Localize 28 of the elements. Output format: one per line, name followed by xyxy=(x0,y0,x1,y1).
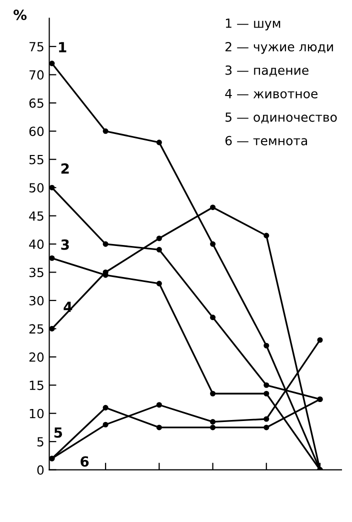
y-tick-label: 25 xyxy=(29,324,44,334)
y-tick-label: 65 xyxy=(29,98,44,108)
series-label: 3 xyxy=(61,239,69,250)
y-tick-label: 30 xyxy=(29,296,44,306)
y-tick-label: 0 xyxy=(37,465,44,475)
y-axis-title: % xyxy=(14,10,27,20)
y-tick-label: 60 xyxy=(29,126,44,136)
y-tick-label: 70 xyxy=(30,70,44,80)
annotation: 1 — шум xyxy=(226,18,280,30)
series-label: 2 xyxy=(61,163,69,174)
y-tick-label: 35 xyxy=(29,268,44,278)
annotation: 4 — животное xyxy=(225,89,318,98)
annotation: 3 — падение xyxy=(226,65,308,76)
y-tick-label: 40 xyxy=(29,240,44,249)
legend-label: 6 xyxy=(80,456,89,467)
y-tick-label: 75 xyxy=(30,42,44,52)
annotation: 2 — чужие люди xyxy=(225,42,333,54)
y-tick-label: 20 xyxy=(29,352,44,362)
annotation: 5 — одиночество xyxy=(226,112,337,124)
series-label: 5 xyxy=(54,427,62,438)
y-tick-label: 45 xyxy=(29,211,44,221)
annotation: 6 — темнота xyxy=(225,136,308,146)
y-tick-label: 50 xyxy=(29,183,44,193)
series-label: 1 xyxy=(59,42,66,52)
y-tick-label: 5 xyxy=(37,437,44,447)
y-tick-label: 15 xyxy=(30,380,44,390)
y-tick-label: 10 xyxy=(30,408,44,418)
y-tick-label: 55 xyxy=(29,155,44,164)
